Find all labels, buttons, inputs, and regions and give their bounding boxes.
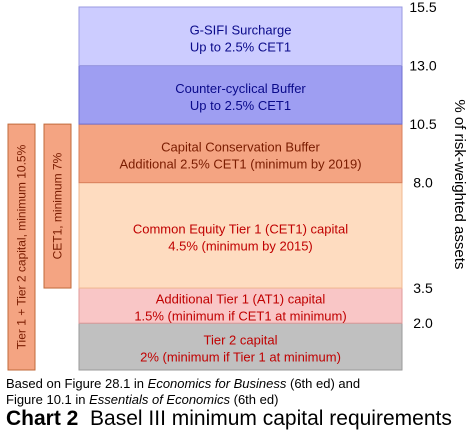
segment-label-3-line2: Additional 2.5% CET1 (minimum by 2019)	[119, 156, 361, 171]
tick-label-0: 15.5	[409, 0, 436, 15]
tick-label-2: 10.5	[409, 116, 436, 132]
caption-label: Chart 2	[6, 407, 79, 430]
source-note-line-2: Figure 10.1 in Essentials of Economics (…	[6, 392, 279, 407]
tick-label-5: 2.0	[413, 315, 433, 331]
segment-3	[78, 123, 403, 184]
tick-label-3: 8.0	[413, 175, 433, 191]
side-bar-label-0: Tier 1 + Tier 2 capital, minimum 10.5%	[15, 144, 29, 349]
segment-0	[78, 322, 403, 371]
side-bar-1	[43, 123, 72, 289]
segment-label-4-line1: Counter-cyclical Buffer	[175, 81, 306, 96]
source-note-line-1: Based on Figure 28.1 in Economics for Bu…	[6, 376, 361, 391]
segment-label-1-line1: Additional Tier 1 (AT1) capital	[156, 292, 326, 307]
tick-label-4: 3.5	[413, 280, 433, 296]
tick-label-1: 13.0	[409, 58, 436, 74]
segment-label-5-line2: Up to 2.5% CET1	[190, 39, 291, 54]
segment-label-0-line1: Tier 2 capital	[204, 333, 278, 348]
segment-label-3-line1: Capital Conservation Buffer	[161, 139, 320, 154]
chart-caption: Chart 2 Basel III minimum capital requir…	[6, 407, 452, 431]
side-bar-label-1: CET1, minimum 7%	[51, 152, 65, 259]
segment-label-1-line2: 1.5% (minimum if CET1 at minimum)	[134, 309, 346, 324]
segment-1	[78, 287, 403, 324]
segment-label-0-line2: 2% (minimum if Tier 1 at minimum)	[140, 350, 341, 365]
side-bar-0	[7, 123, 36, 371]
segment-5	[78, 6, 403, 67]
segment-label-5-line1: G-SIFI Surcharge	[190, 22, 292, 37]
segment-4	[78, 65, 403, 125]
y-axis-label: % of risk-weighted assets	[451, 99, 468, 269]
segment-label-2-line2: 4.5% (minimum by 2015)	[168, 238, 313, 253]
segment-label-4-line2: Up to 2.5% CET1	[190, 98, 291, 113]
segment-label-2-line1: Common Equity Tier 1 (CET1) capital	[133, 221, 348, 236]
caption-text: Basel III minimum capital requirements	[90, 407, 452, 430]
chart-plot: Tier 2 capital 2% (minimum if Tier 1 at m…	[7, 0, 468, 371]
